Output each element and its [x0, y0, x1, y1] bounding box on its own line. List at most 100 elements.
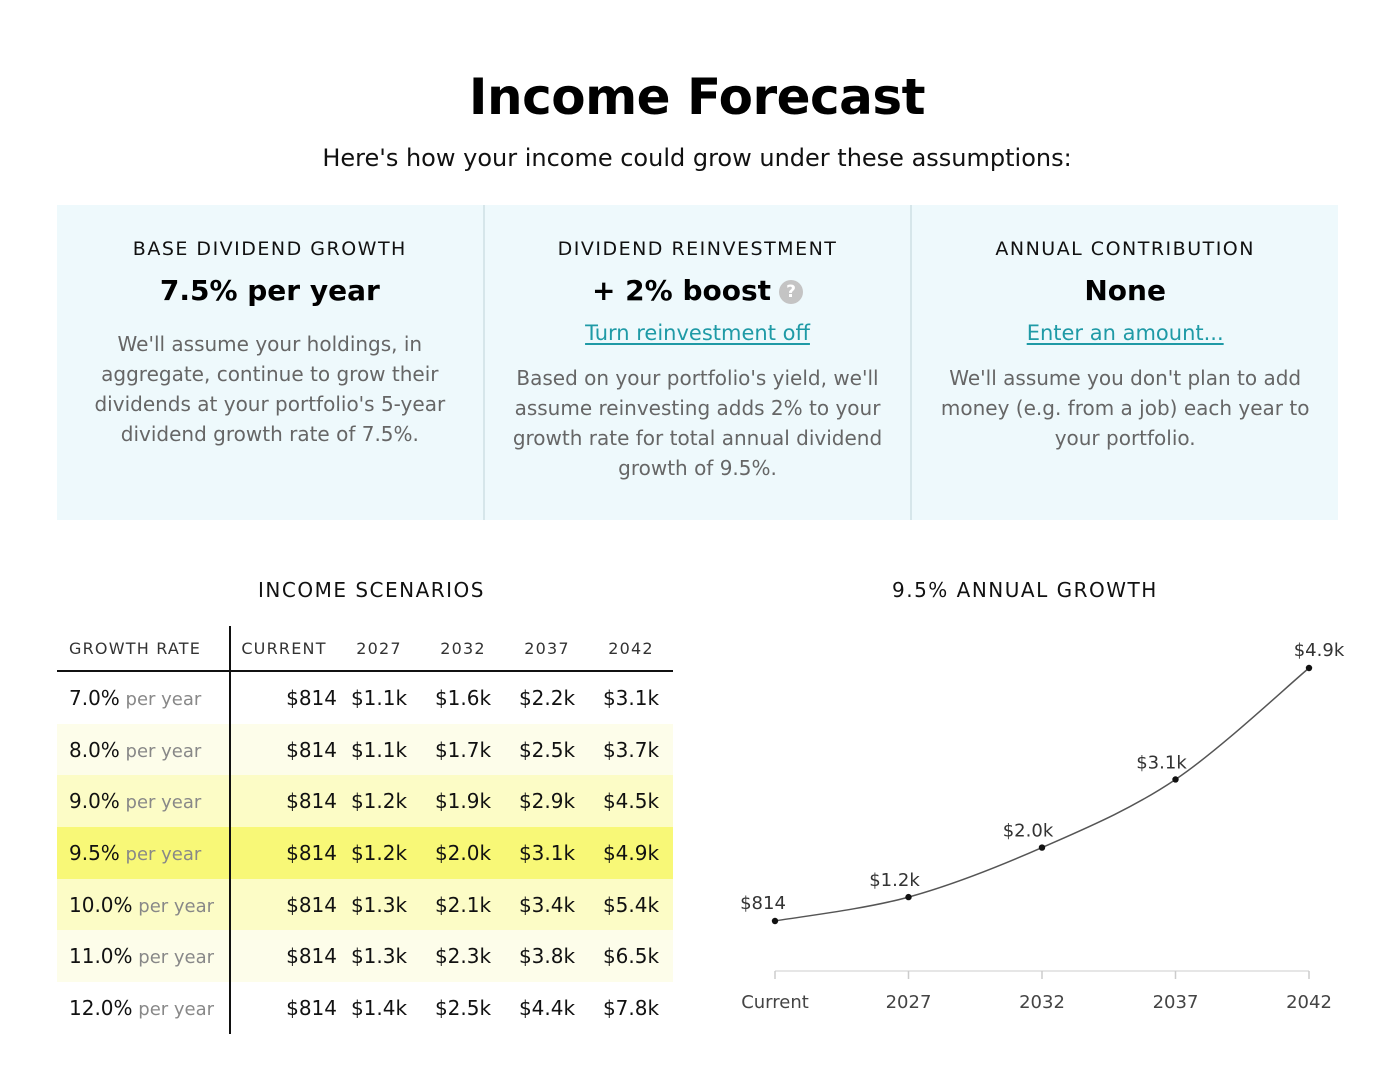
- income-cell-2037: $2.2k: [518, 685, 576, 710]
- assumption-value-row: + 2% boost?: [507, 274, 889, 307]
- assumption-heading: ANNUAL CONTRIBUTION: [995, 238, 1255, 260]
- income-cell-2032: $1.9k: [434, 789, 492, 814]
- x-tick-label: Current: [741, 992, 809, 1013]
- assumption-heading: DIVIDEND REINVESTMENT: [557, 238, 838, 260]
- assumption-description: We'll assume you don't plan to add money…: [940, 366, 1310, 450]
- table-row[interactable]: 11.0% per year $814 $1.3k $2.3k $3.8k $6.5k: [57, 930, 673, 983]
- table-header-row: GROWTH RATE CURRENT 2027 2032 2037 2042: [57, 626, 673, 672]
- table-row[interactable]: 7.0% per year $814 $1.1k $1.6k $2.2k $3.1k: [57, 671, 673, 724]
- income-cell-2037: $2.5k: [518, 737, 576, 762]
- assumption-contribution: ANNUAL CONTRIBUTION None Enter an amount…: [910, 205, 1338, 520]
- income-cell-2027: $1.4k: [350, 995, 408, 1020]
- income-cell-2037: $3.8k: [518, 944, 576, 969]
- assumption-description: Based on your portfolio's yield, we'll a…: [512, 366, 883, 480]
- income-cell-2027: $1.3k: [350, 944, 408, 969]
- assumptions-panel: BASE DIVIDEND GROWTH 7.5% per year We'll…: [57, 205, 1338, 520]
- rate-value: 9.5%: [69, 840, 120, 865]
- per-year-label: per year: [119, 740, 202, 762]
- table-body: 7.0% per year $814 $1.1k $1.6k $2.2k $3.1k 8.0…: [57, 671, 673, 1034]
- income-cell-current: $814: [286, 892, 337, 917]
- column-header-2032: 2032: [421, 626, 505, 672]
- data-label: $814: [740, 893, 786, 914]
- data-label: $3.1k: [1136, 752, 1187, 773]
- growth-rate-cell: 12.0% per year: [57, 982, 231, 1034]
- rate-value: 7.0%: [69, 685, 120, 710]
- column-header-2027: 2027: [337, 626, 421, 672]
- table-row[interactable]: 9.0% per year $814 $1.2k $1.9k $2.9k $4.5k: [57, 775, 673, 828]
- income-cell-2027: $1.2k: [350, 789, 408, 814]
- data-label: $1.2k: [869, 870, 920, 891]
- income-cell-2032: $1.7k: [434, 737, 492, 762]
- income-cell-current: $814: [286, 789, 337, 814]
- income-cell-2032: $1.6k: [434, 685, 492, 710]
- assumption-value: + 2% boost: [591, 274, 772, 307]
- growth-rate-cell: 11.0% per year: [57, 930, 231, 983]
- data-point: [1172, 776, 1179, 783]
- assumption-reinvestment: DIVIDEND REINVESTMENT + 2% boost? Turn r…: [482, 205, 911, 520]
- rate-value: 12.0%: [69, 995, 133, 1020]
- income-cell-2027: $1.3k: [350, 892, 408, 917]
- income-cell-current: $814: [286, 995, 337, 1020]
- help-icon[interactable]: ?: [779, 280, 804, 304]
- x-tick-label: 2037: [1153, 992, 1199, 1013]
- income-cell-2042: $6.5k: [602, 944, 660, 969]
- income-cell-2042: $3.1k: [602, 685, 660, 710]
- data-point: [1038, 844, 1046, 851]
- income-cell-2042: $4.5k: [602, 789, 660, 814]
- growth-rate-cell: 7.0% per year: [57, 671, 231, 724]
- x-tick-label: 2027: [886, 992, 932, 1013]
- column-header-current: CURRENT: [230, 626, 337, 672]
- growth-rate-cell: 10.0% per year: [57, 878, 231, 931]
- income-scenarios-table: GROWTH RATE CURRENT 2027 2032 2037 2042 …: [57, 626, 673, 1034]
- income-cell-2027: $1.1k: [350, 737, 408, 762]
- table-row[interactable]: 10.0% per year $814 $1.3k $2.1k $3.4k $5.4k: [57, 878, 673, 931]
- per-year-label: per year: [132, 895, 215, 917]
- series-line: [774, 667, 1310, 922]
- per-year-label: per year: [119, 688, 202, 710]
- income-cell-2032: $2.0k: [434, 840, 492, 865]
- page-subtitle: Here's how your income could grow under …: [322, 144, 1072, 172]
- income-cell-current: $814: [286, 944, 337, 969]
- income-cell-2037: $3.1k: [518, 840, 576, 865]
- growth-rate-cell: 8.0% per year: [57, 723, 231, 776]
- per-year-label: per year: [132, 998, 215, 1020]
- income-cell-2027: $1.1k: [350, 685, 408, 710]
- income-cell-2037: $2.9k: [518, 789, 576, 814]
- income-cell-current: $814: [286, 840, 337, 865]
- x-tick-label: 2032: [1019, 992, 1065, 1013]
- income-cell-2037: $4.4k: [518, 995, 576, 1020]
- table-row[interactable]: 9.5% per year $814 $1.2k $2.0k $3.1k $4.9k: [57, 827, 673, 879]
- column-header-2042: 2042: [589, 626, 673, 672]
- column-header-2037: 2037: [505, 626, 589, 672]
- per-year-label: per year: [119, 792, 202, 814]
- growth-rate-cell: 9.5% per year: [57, 827, 231, 879]
- turn-reinvestment-off-link[interactable]: Turn reinvestment off: [585, 321, 810, 345]
- growth-rate-cell: 9.0% per year: [57, 775, 231, 828]
- column-header-growth-rate: GROWTH RATE: [57, 626, 231, 672]
- income-cell-2042: $5.4k: [602, 892, 660, 917]
- income-cell-2032: $2.1k: [434, 892, 492, 917]
- income-cell-2042: $7.8k: [602, 995, 660, 1020]
- data-point: [1305, 664, 1313, 672]
- income-cell-current: $814: [286, 737, 337, 762]
- enter-amount-link[interactable]: Enter an amount...: [1026, 321, 1224, 345]
- assumption-description: We'll assume your holdings, in aggregate…: [94, 332, 446, 446]
- assumption-value: None: [1084, 274, 1166, 307]
- per-year-label: per year: [132, 947, 215, 969]
- table-row[interactable]: 8.0% per year $814 $1.1k $1.7k $2.5k $3.7k: [57, 723, 673, 776]
- x-tick-label: 2042: [1286, 992, 1332, 1013]
- table-row[interactable]: 12.0% per year $814 $1.4k $2.5k $4.4k $7.8k: [57, 982, 673, 1034]
- income-scenarios-heading: INCOME SCENARIOS: [258, 578, 485, 602]
- rate-value: 10.0%: [69, 892, 133, 917]
- income-cell-2027: $1.2k: [350, 840, 408, 865]
- per-year-label: per year: [119, 843, 202, 865]
- income-cell-2042: $3.7k: [602, 737, 660, 762]
- assumption-base-growth: BASE DIVIDEND GROWTH 7.5% per year We'll…: [57, 205, 483, 520]
- income-cell-2032: $2.3k: [434, 944, 492, 969]
- rate-value: 8.0%: [69, 737, 120, 762]
- income-cell-2032: $2.5k: [434, 995, 492, 1020]
- assumption-value: 7.5% per year: [159, 274, 380, 307]
- income-cell-2037: $3.4k: [518, 892, 576, 917]
- assumption-heading: BASE DIVIDEND GROWTH: [132, 238, 407, 260]
- income-cell-2042: $4.9k: [602, 840, 660, 865]
